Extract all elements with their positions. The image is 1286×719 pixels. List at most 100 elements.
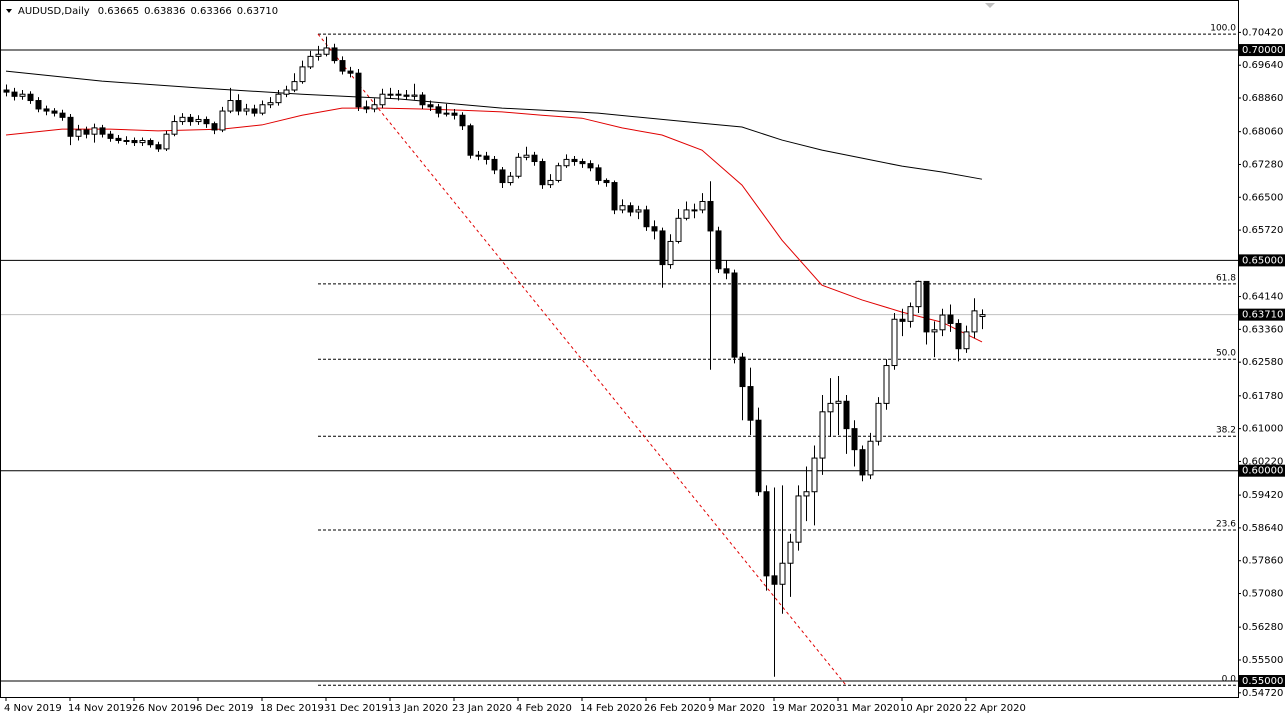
candle-body xyxy=(819,411,826,459)
candle-body xyxy=(307,55,314,68)
candle-body xyxy=(331,47,338,62)
level-label-box xyxy=(1239,675,1285,688)
ohlc-low: 0.63366 xyxy=(190,6,231,17)
candle-body xyxy=(27,93,34,102)
x-tick-label: 9 Mar 2020 xyxy=(708,703,765,714)
candle-body xyxy=(227,100,234,112)
candle-body xyxy=(667,240,674,266)
candle-body xyxy=(651,226,658,232)
y-tick-label: 0.70420 xyxy=(1242,27,1283,38)
candle-body xyxy=(387,93,394,96)
candle-body xyxy=(3,89,10,93)
candle-body xyxy=(315,53,322,57)
candle-body xyxy=(403,94,410,97)
current-price-label: 0.63710 xyxy=(1242,310,1283,321)
candle-body xyxy=(731,272,738,358)
candle-body xyxy=(595,167,602,181)
candle-body xyxy=(187,116,194,123)
y-tick-label: 0.66500 xyxy=(1242,192,1283,203)
y-tick-label: 0.68060 xyxy=(1242,127,1283,138)
level-label: 0.60000 xyxy=(1242,466,1283,477)
plot-area xyxy=(0,33,1238,686)
candle-body xyxy=(635,209,642,213)
y-tick-label: 0.59420 xyxy=(1242,490,1283,501)
candle-body xyxy=(955,322,962,350)
moving-average xyxy=(5,107,983,343)
candle-body xyxy=(683,209,690,219)
candle-body xyxy=(771,575,778,585)
candle-body xyxy=(451,112,458,116)
candle-body xyxy=(723,268,730,274)
candle-body xyxy=(211,123,218,131)
x-tick-label: 26 Nov 2019 xyxy=(132,703,196,714)
candle-body xyxy=(579,161,586,165)
x-tick-label: 6 Dec 2019 xyxy=(196,703,254,714)
candle-body xyxy=(131,139,138,144)
candle-body xyxy=(811,457,818,493)
y-tick-label: 0.54720 xyxy=(1242,688,1283,699)
candle-body xyxy=(483,155,490,160)
candle-body xyxy=(971,310,978,333)
header-arrow xyxy=(6,9,12,13)
candle-body xyxy=(459,114,466,127)
y-tick-label: 0.60220 xyxy=(1242,456,1283,467)
candle-body xyxy=(419,94,426,106)
candle-body xyxy=(571,158,578,163)
candle-body xyxy=(195,118,202,123)
y-tick-label: 0.61000 xyxy=(1242,424,1283,435)
candle-body xyxy=(619,205,626,211)
candle-body xyxy=(859,449,866,476)
candle-body xyxy=(531,154,538,163)
candle-body xyxy=(891,318,898,367)
candle-body xyxy=(787,541,794,564)
candle-body xyxy=(363,106,370,110)
candle-body xyxy=(43,108,50,112)
candle-body xyxy=(259,104,266,114)
candle-body xyxy=(275,93,282,104)
candle-body xyxy=(203,118,210,125)
candle-body xyxy=(355,72,362,108)
candle-body xyxy=(147,139,154,146)
current-price-box xyxy=(1239,308,1285,321)
candle-body xyxy=(339,60,346,72)
candle-body xyxy=(299,66,306,83)
candle-body xyxy=(563,158,570,167)
candle-body xyxy=(291,81,298,91)
fib-trend xyxy=(317,33,847,686)
candle-body xyxy=(643,209,650,228)
x-tick-label: 13 Jan 2020 xyxy=(388,703,448,714)
candle-body xyxy=(707,200,714,232)
candle-body xyxy=(323,47,330,55)
candle-body xyxy=(547,179,554,186)
candle-body xyxy=(19,93,26,97)
fib-label: 38.2 xyxy=(1216,426,1236,436)
y-tick-label: 0.63360 xyxy=(1242,324,1283,335)
x-tick-label: 23 Jan 2020 xyxy=(452,703,512,714)
candle-body xyxy=(75,129,82,137)
level-label: 0.65000 xyxy=(1242,255,1283,266)
candle-body xyxy=(691,209,698,212)
candle-body xyxy=(699,200,706,211)
candle-body xyxy=(915,280,922,308)
symbol: AUDUSD,Daily xyxy=(18,6,90,17)
candle-body xyxy=(107,133,114,139)
candle-body xyxy=(779,562,786,585)
candle-body xyxy=(755,419,762,493)
candle-body xyxy=(851,428,858,451)
candle-body xyxy=(875,402,882,442)
candle-body xyxy=(283,89,290,95)
y-tick-label: 0.56280 xyxy=(1242,622,1283,633)
candle-body xyxy=(467,125,474,156)
candle-body xyxy=(499,169,506,184)
y-tick-label: 0.65720 xyxy=(1242,225,1283,236)
candle-body xyxy=(739,356,746,388)
candle-body xyxy=(371,104,378,110)
candle-body xyxy=(931,329,938,333)
candle-body xyxy=(515,156,522,177)
fib-label: 100.0 xyxy=(1210,24,1236,34)
x-tick-label: 4 Feb 2020 xyxy=(516,703,572,714)
y-tick-label: 0.62580 xyxy=(1242,357,1283,368)
fib-label: 61.8 xyxy=(1216,273,1236,283)
fib-label: 50.0 xyxy=(1216,349,1236,359)
